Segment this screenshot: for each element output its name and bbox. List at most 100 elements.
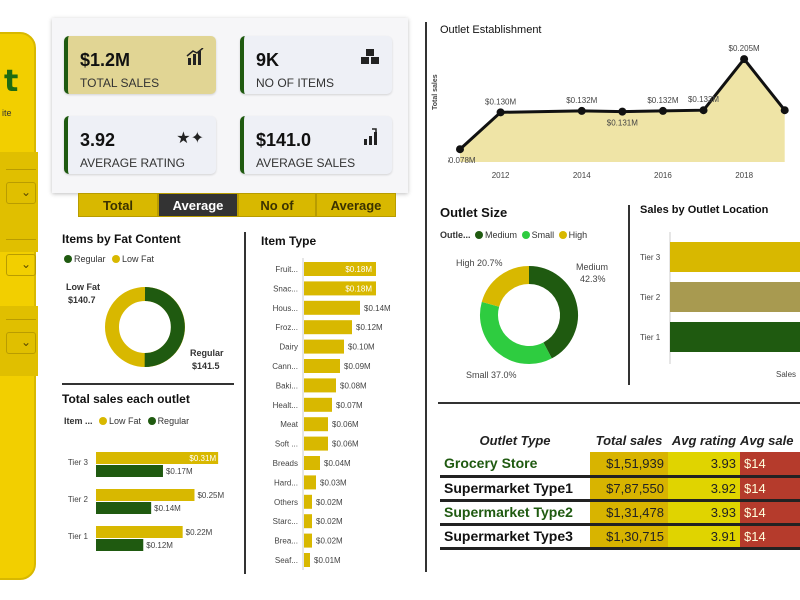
- data-point[interactable]: [456, 145, 464, 154]
- table-row[interactable]: Grocery Store $1,51,939 3.93 $14: [440, 452, 800, 478]
- bar[interactable]: [304, 281, 376, 296]
- size-small-label: Small 37.0%: [466, 370, 517, 380]
- data-point[interactable]: [577, 106, 586, 115]
- bar[interactable]: [670, 282, 800, 312]
- cell-avg-rating: 3.93: [668, 452, 740, 478]
- slicer-dropdown-2[interactable]: ⌄: [6, 254, 36, 276]
- divider: [628, 205, 630, 385]
- bar[interactable]: [304, 494, 312, 509]
- data-label: $0.17M: [166, 467, 193, 476]
- bar[interactable]: [96, 526, 183, 538]
- divider: [425, 22, 427, 572]
- data-label: $0.078M: [448, 156, 476, 165]
- bar[interactable]: [304, 320, 352, 335]
- slicer-dropdown-3[interactable]: ⌄: [6, 332, 36, 354]
- legend-label: Small: [531, 230, 555, 240]
- kpi-total-sales[interactable]: $1.2M TOTAL SALES: [64, 36, 216, 94]
- bar[interactable]: [304, 553, 310, 567]
- cell-avg-sales: $14: [740, 500, 800, 526]
- data-label: $0.130M: [485, 97, 516, 106]
- data-point[interactable]: [496, 108, 505, 117]
- divider: [62, 383, 234, 385]
- establishment-title: Outlet Establishment: [440, 24, 542, 36]
- bar[interactable]: [304, 475, 316, 490]
- data-point[interactable]: [618, 107, 627, 116]
- bar[interactable]: [670, 322, 800, 352]
- legend-swatch: [99, 417, 108, 425]
- donut-slice-regular[interactable]: [144, 287, 185, 368]
- axis-tick-label: 2016: [654, 171, 672, 180]
- slicer-dropdown-1[interactable]: ⌄: [6, 182, 36, 204]
- cell-total-sales: $1,30,715: [590, 524, 668, 550]
- cell-outlet-type: Grocery Store: [440, 452, 590, 478]
- kpi-average-sales[interactable]: $141.0 AVERAGE SALES: [240, 116, 392, 174]
- col-header-avg-rating[interactable]: Avg rating: [671, 432, 737, 448]
- outlet-sales-title: Total sales each outlet: [62, 392, 190, 406]
- donut-slice-medium[interactable]: [528, 266, 578, 359]
- cell-outlet-type: Supermarket Type1: [440, 476, 590, 502]
- donut-slice-small[interactable]: [480, 301, 552, 364]
- establishment-ylabel: Total sales: [432, 74, 439, 110]
- item-type-title: Item Type: [261, 234, 317, 248]
- data-point[interactable]: [740, 55, 749, 64]
- axis-tick-label: Snac...: [273, 284, 298, 293]
- kpi-value: $1.2M: [80, 50, 131, 70]
- data-label: $0.205M: [729, 44, 760, 53]
- tab-average[interactable]: Average: [158, 193, 238, 217]
- table-header-row: Outlet Type Total sales Avg rating Avg s…: [440, 428, 800, 452]
- legend-label: High: [568, 230, 588, 240]
- legend-swatch: [147, 417, 156, 425]
- data-label: $0.09M: [344, 362, 371, 371]
- kpi-no-of-items[interactable]: 9K NO OF ITEMS: [240, 36, 392, 94]
- table-row[interactable]: Supermarket Type2 $1,31,478 3.93 $14: [440, 500, 800, 526]
- item-type-chart: Fruit... $0.18M Snac... $0.18M Hous... $0.14M…: [272, 258, 391, 570]
- cell-avg-rating: 3.92: [668, 476, 740, 502]
- axis-tick-label: Meat: [280, 420, 299, 429]
- axis-tick-label: Froz...: [275, 323, 298, 332]
- bar[interactable]: [304, 417, 328, 432]
- bar[interactable]: [304, 359, 340, 373]
- table-row[interactable]: Supermarket Type1 $7,87,550 3.92 $14: [440, 476, 800, 502]
- bar[interactable]: [304, 378, 336, 393]
- outlet-size-donut[interactable]: [474, 260, 584, 370]
- bar[interactable]: [304, 514, 312, 529]
- bar[interactable]: [304, 436, 328, 451]
- tab-no-of[interactable]: No of: [238, 193, 316, 217]
- axis-tick-label: Tier 1: [68, 532, 89, 541]
- bar[interactable]: [304, 300, 360, 315]
- bar[interactable]: [304, 397, 332, 412]
- axis-tick-label: Tier 3: [68, 458, 89, 467]
- col-header-outlet-type[interactable]: Outlet Type: [479, 432, 551, 448]
- kpi-average-rating[interactable]: 3.92 AVERAGE RATING ★✦: [64, 116, 216, 174]
- col-header-total-sales[interactable]: Total sales: [595, 432, 663, 448]
- data-point[interactable]: [780, 106, 789, 115]
- bar[interactable]: [304, 339, 344, 354]
- panel-logo: t: [4, 64, 19, 99]
- kpi-value: 3.92: [80, 130, 116, 150]
- tab-total[interactable]: Total: [78, 193, 158, 217]
- table-row[interactable]: Supermarket Type3 $1,30,715 3.91 $14: [440, 524, 800, 550]
- bar[interactable]: [96, 465, 163, 477]
- tab-average-2[interactable]: Average: [316, 193, 396, 217]
- data-point[interactable]: [699, 106, 708, 115]
- data-label: $0.131M: [607, 119, 638, 128]
- donut-slice-high[interactable]: [481, 266, 530, 308]
- cell-outlet-type: Supermarket Type2: [440, 500, 590, 526]
- data-label: $0.02M: [316, 498, 343, 507]
- bar[interactable]: [670, 242, 800, 272]
- bar[interactable]: [96, 489, 195, 501]
- bar[interactable]: [96, 502, 152, 514]
- fat-content-donut[interactable]: [100, 282, 190, 372]
- legend-swatch: [521, 231, 530, 239]
- bar[interactable]: [304, 262, 376, 276]
- bar[interactable]: [96, 452, 219, 464]
- data-point[interactable]: [658, 106, 667, 115]
- axis-tick-label: 2012: [492, 171, 510, 180]
- slicer-divider: [6, 319, 36, 320]
- bar[interactable]: [304, 533, 312, 548]
- bar[interactable]: [304, 456, 320, 470]
- bar[interactable]: [96, 539, 144, 551]
- legend-label: Low Fat: [122, 254, 155, 264]
- col-header-avg-sales[interactable]: Avg sale: [740, 432, 794, 448]
- data-label: $0.12M: [356, 323, 383, 332]
